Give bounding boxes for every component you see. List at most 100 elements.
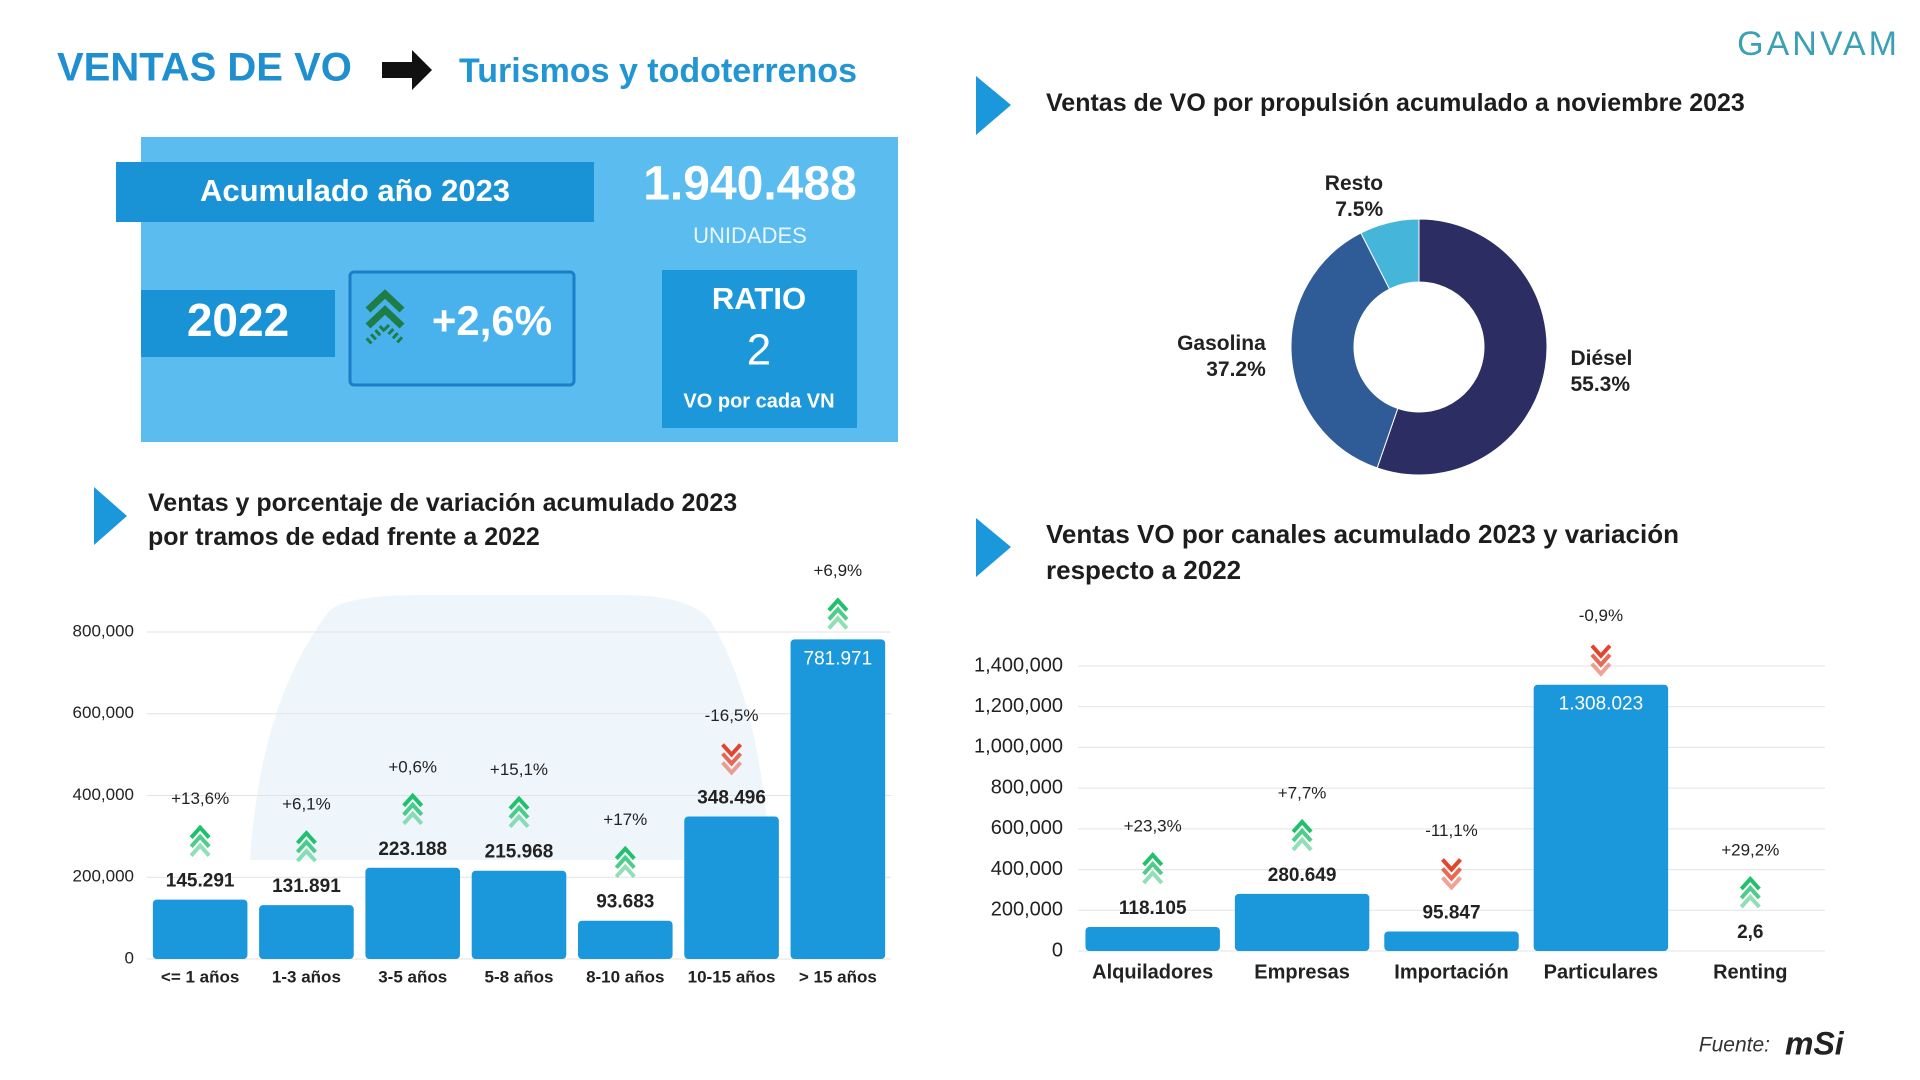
arrow-chevron xyxy=(189,833,211,848)
y-tick-label: 200,000 xyxy=(73,867,134,886)
arrow-chevron xyxy=(827,597,849,612)
up-arrow xyxy=(1142,851,1164,885)
section-marker xyxy=(976,76,1011,135)
y-tick-label: 800,000 xyxy=(991,776,1063,798)
y-tick-label: 1,200,000 xyxy=(974,695,1063,717)
kpi-label: Acumulado año 2023 xyxy=(200,173,510,208)
change-label: +0,6% xyxy=(388,757,437,776)
y-tick-label: 800,000 xyxy=(73,621,134,640)
y-tick-label: 600,000 xyxy=(991,817,1063,839)
y-tick-label: 600,000 xyxy=(73,703,134,722)
arrow-chevron xyxy=(1142,869,1164,885)
bar xyxy=(1533,684,1669,951)
slice-label: Gasolina xyxy=(1177,332,1266,355)
value-label: 93.683 xyxy=(596,892,654,913)
kpi-ratio-box xyxy=(662,270,857,428)
kpi-label-box xyxy=(116,162,594,222)
x-tick-label: <= 1 años xyxy=(161,967,239,986)
section-marker xyxy=(976,518,1011,577)
donut-slice xyxy=(1376,218,1548,476)
bar xyxy=(1234,893,1370,951)
up-arrow xyxy=(1291,818,1313,852)
arrow-chevron xyxy=(614,863,636,879)
up-arrow xyxy=(402,792,424,826)
up-arrow xyxy=(1739,876,1761,909)
y-tick-label: 1,000,000 xyxy=(974,736,1063,758)
donut-slice xyxy=(1290,232,1399,469)
page-subtitle: Turismos y todoterrenos xyxy=(459,52,857,90)
x-tick-label: Renting xyxy=(1713,961,1787,983)
arrow-chevron xyxy=(1441,876,1462,891)
change-label: +6,9% xyxy=(814,561,863,580)
arrow-chevron xyxy=(189,824,211,839)
arrow-chevron xyxy=(402,810,424,826)
arrow-chevron xyxy=(827,615,849,630)
arrow-chevron xyxy=(508,804,530,820)
kpi-ratio: 2 xyxy=(747,326,771,375)
x-tick-label: > 15 años xyxy=(799,967,877,986)
kpi-change-box xyxy=(348,270,576,387)
arrow-chevron xyxy=(827,606,849,621)
value-label: 95.847 xyxy=(1422,903,1480,924)
change-label: -11,1% xyxy=(1425,821,1478,840)
chart-title: Ventas VO por canales acumulado 2023 y v… xyxy=(1046,519,1679,585)
value-label: 781.971 xyxy=(804,648,873,669)
up-arrow xyxy=(614,845,636,879)
brand-logo: GANVAM xyxy=(1737,25,1900,63)
arrow-chevron xyxy=(721,752,743,767)
up-arrow xyxy=(827,597,849,630)
arrow-chevron xyxy=(1590,644,1612,659)
bar xyxy=(152,899,248,959)
arrow-chevron xyxy=(1291,827,1313,843)
slice-value: 55.3% xyxy=(1570,373,1630,396)
x-tick-label: Importación xyxy=(1394,961,1508,983)
slice-value: 7.5% xyxy=(1335,198,1383,221)
arrow-chevron xyxy=(1142,851,1164,867)
arrow-chevron xyxy=(1291,818,1313,834)
bar xyxy=(1384,931,1519,951)
value-label: 145.291 xyxy=(166,871,235,892)
arrow-chevron xyxy=(1739,894,1761,909)
x-tick-label: 1-3 años xyxy=(272,967,341,986)
x-tick-label: 3-5 años xyxy=(378,967,447,986)
x-tick-label: Alquiladores xyxy=(1092,961,1213,983)
arrow-chevron xyxy=(721,761,743,776)
slice-value: 37.2% xyxy=(1206,358,1266,381)
y-tick-label: 0 xyxy=(125,948,134,967)
arrow-icon xyxy=(382,50,432,90)
change-label: +7,7% xyxy=(1278,783,1327,802)
kpi-total: 1.940.488 xyxy=(643,158,857,211)
up-arrow xyxy=(295,830,317,863)
value-label: 280.649 xyxy=(1268,865,1337,886)
bar xyxy=(684,816,779,959)
chart-title: Ventas de VO por propulsión acumulado a … xyxy=(1046,89,1745,117)
down-arrow xyxy=(721,743,743,776)
arrow-chevron xyxy=(1590,653,1612,668)
page-title: VENTAS DE VO xyxy=(57,46,352,90)
arrow-chevron xyxy=(1441,867,1462,882)
kpi-ratio-note: VO por cada VN xyxy=(683,390,834,412)
change-label: -16,5% xyxy=(705,706,759,725)
kpi-change: +2,6% xyxy=(432,297,552,344)
kpi-year-box xyxy=(141,290,335,357)
arrow-chevron xyxy=(614,845,636,861)
bar xyxy=(259,905,354,959)
arrow-chevron xyxy=(508,813,530,829)
kpi-year: 2022 xyxy=(187,294,289,346)
bar xyxy=(471,870,567,959)
arrow-chevron xyxy=(1590,662,1612,677)
change-label: +23,3% xyxy=(1124,816,1182,835)
chart-title: Ventas y porcentaje de variación acumula… xyxy=(148,489,738,551)
bar xyxy=(577,920,673,959)
down-arrow xyxy=(1441,858,1462,891)
change-label: +29,2% xyxy=(1721,840,1779,859)
arrow-chevron xyxy=(1142,860,1164,876)
value-label: 348.496 xyxy=(697,788,766,809)
arrow-chevron xyxy=(1739,885,1761,900)
section-marker xyxy=(94,487,127,545)
up-arrow xyxy=(189,824,211,857)
arrow-chevron xyxy=(614,854,636,870)
y-tick-label: 200,000 xyxy=(991,899,1063,921)
arrow-chevron xyxy=(295,839,317,854)
